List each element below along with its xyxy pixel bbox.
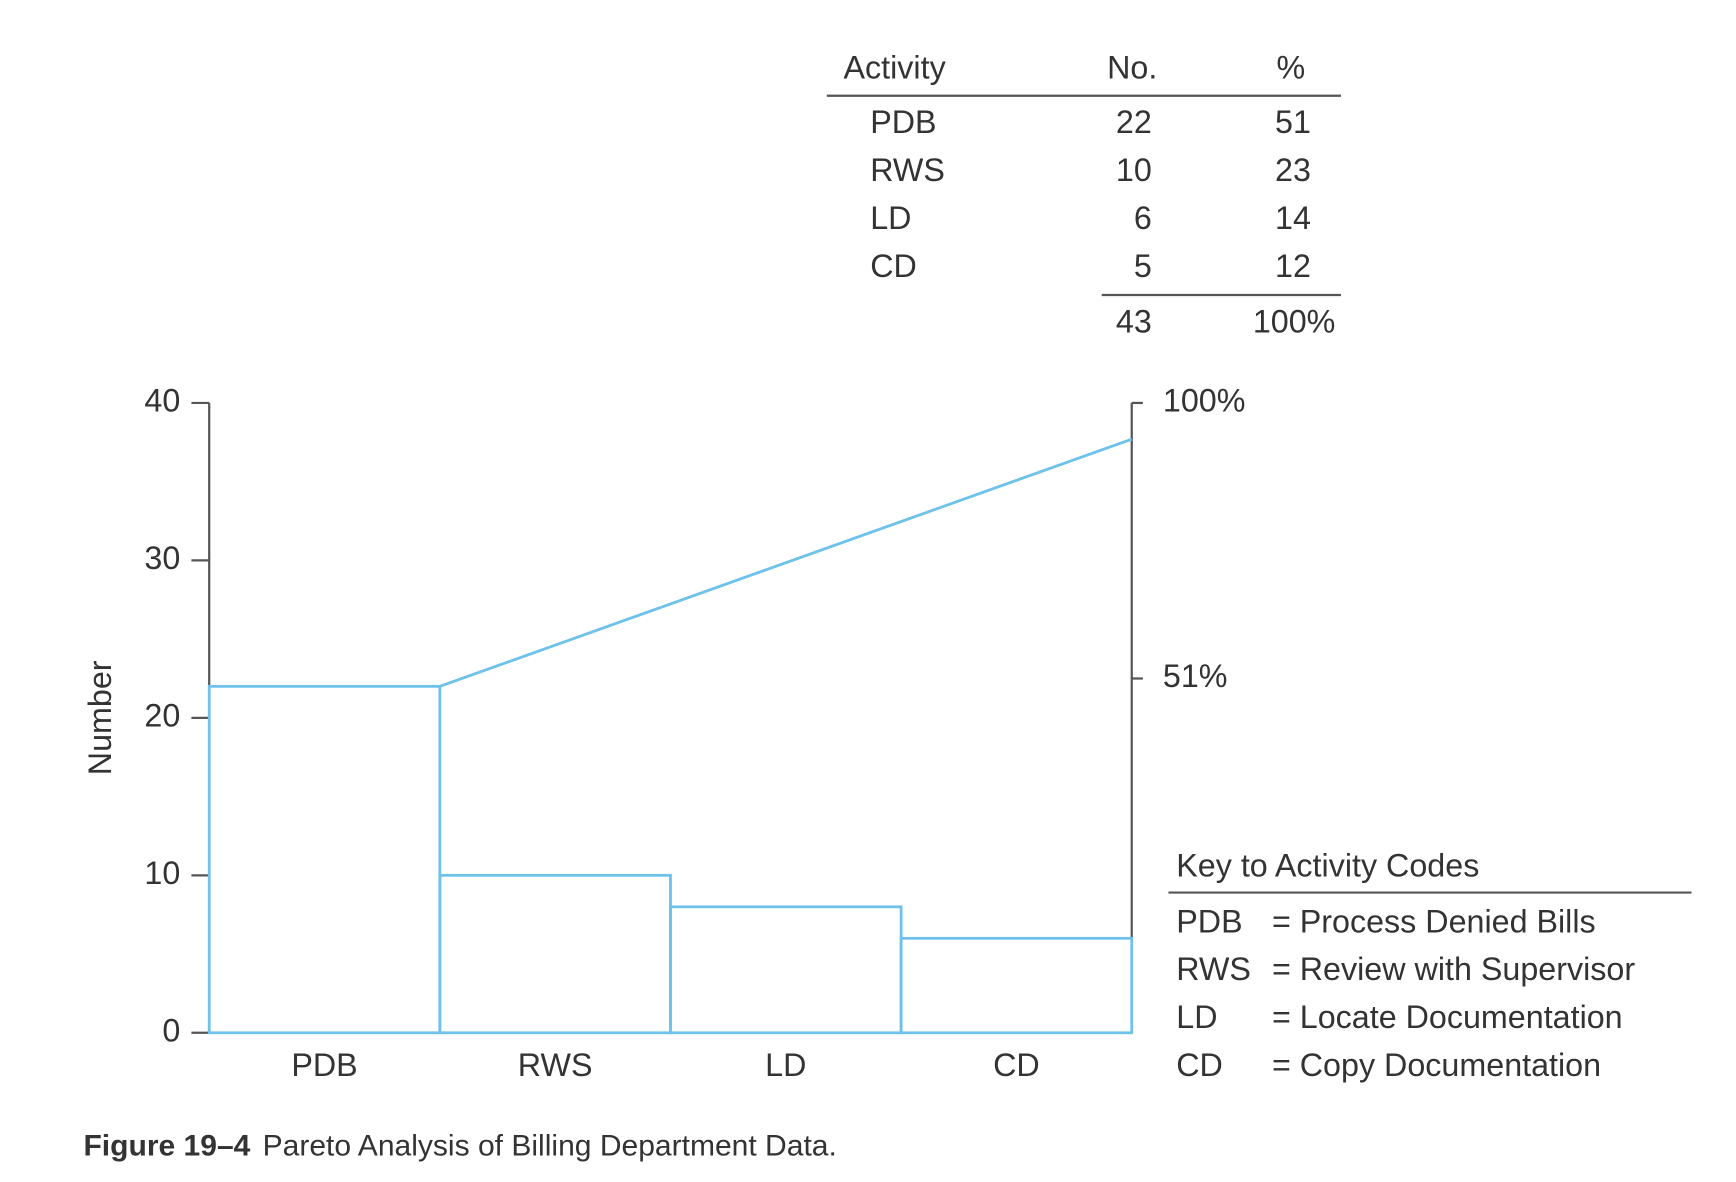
table-cell: 23 — [1275, 152, 1311, 188]
bar — [207, 684, 442, 1035]
table-header: % — [1277, 50, 1306, 86]
x-tick-label: PDB — [291, 1047, 357, 1083]
key-code: LD — [1176, 999, 1217, 1035]
table-total: 43 — [1116, 303, 1152, 339]
y-tick-label: 40 — [144, 382, 180, 418]
table-cell: 5 — [1134, 248, 1152, 284]
y-tick-label: 30 — [144, 540, 180, 576]
key-text: = Locate Documentation — [1272, 999, 1623, 1035]
table-cell: 14 — [1275, 200, 1311, 236]
bar — [438, 873, 672, 1035]
key-code: CD — [1176, 1047, 1223, 1083]
table-total: 100% — [1253, 303, 1336, 339]
key-text: = Review with Supervisor — [1272, 951, 1635, 987]
table-cell: 6 — [1134, 200, 1152, 236]
y-axis-label: Number — [82, 660, 118, 775]
key-code: PDB — [1176, 903, 1242, 939]
y2-tick-label: 51% — [1163, 658, 1228, 694]
bar — [899, 936, 1134, 1035]
x-tick-label: CD — [993, 1047, 1040, 1083]
key-text: = Process Denied Bills — [1272, 903, 1596, 939]
cumulative-line — [439, 437, 1133, 688]
x-tick-label: LD — [765, 1047, 806, 1083]
caption-text: Pareto Analysis of Billing Department Da… — [263, 1129, 837, 1162]
key-code: RWS — [1176, 951, 1251, 987]
y-tick-label: 10 — [144, 855, 180, 891]
table-cell: 51 — [1275, 104, 1311, 140]
table-cell: LD — [870, 200, 911, 236]
table-cell: 22 — [1116, 104, 1152, 140]
table-cell: 10 — [1116, 152, 1152, 188]
key-title: Key to Activity Codes — [1176, 848, 1479, 884]
key-text: = Copy Documentation — [1272, 1047, 1601, 1083]
table-header: Activity — [844, 50, 947, 86]
caption-label: Figure 19–4 — [83, 1129, 250, 1162]
table-cell: RWS — [870, 152, 945, 188]
y-tick-label: 20 — [144, 697, 180, 733]
x-tick-label: RWS — [518, 1047, 593, 1083]
table-cell: CD — [870, 248, 917, 284]
y-tick-label: 0 — [162, 1012, 180, 1048]
table-cell: PDB — [870, 104, 936, 140]
table-header: No. — [1107, 50, 1157, 86]
y2-tick-label: 100% — [1163, 382, 1246, 418]
table-cell: 12 — [1275, 248, 1311, 284]
bar — [669, 905, 903, 1035]
